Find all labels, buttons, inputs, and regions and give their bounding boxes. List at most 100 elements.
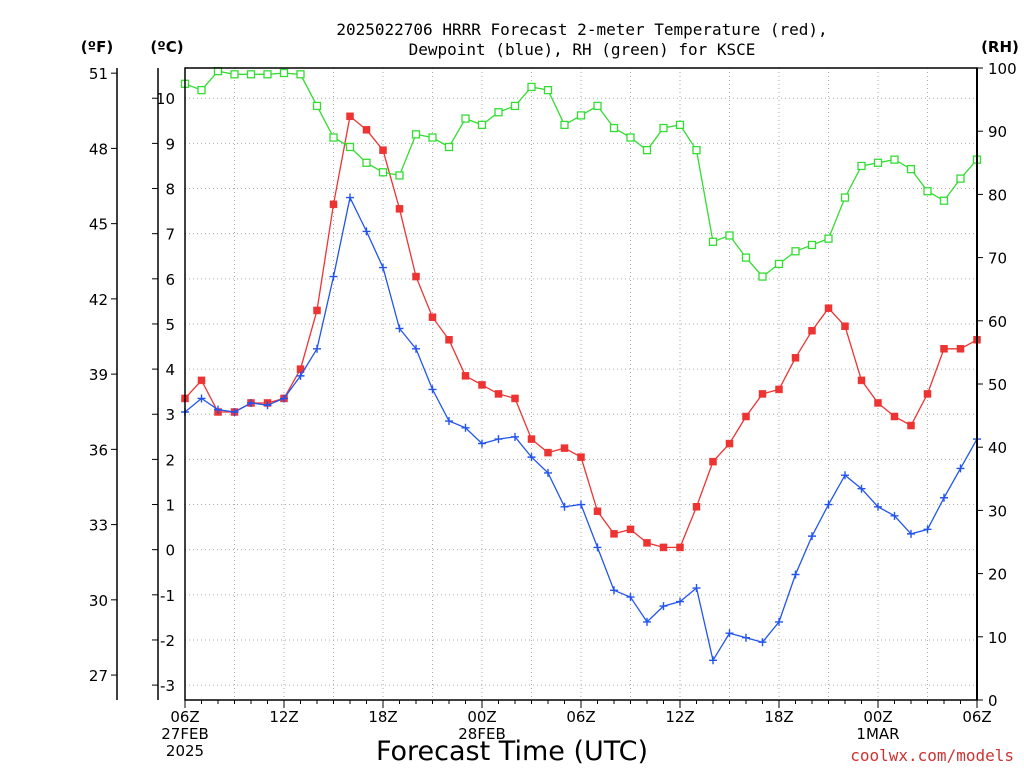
dewpoint-point — [692, 584, 701, 593]
celsius-tick-label: 1 — [165, 497, 175, 515]
dewpoint-point — [593, 543, 602, 552]
rh-tick-label: 40 — [988, 439, 1007, 457]
gridlines — [185, 68, 977, 700]
temperature-point — [758, 390, 767, 398]
rh-tick-label: 10 — [988, 629, 1007, 647]
dewpoint-point — [329, 272, 338, 281]
rh-point — [692, 146, 701, 155]
rh-point — [312, 101, 322, 111]
temperature-point — [643, 539, 651, 547]
temperature-point — [725, 439, 734, 448]
rh-point — [230, 70, 239, 79]
temperature-point — [577, 453, 585, 461]
dewpoint-point — [214, 405, 222, 414]
rh-point — [461, 114, 470, 123]
rh-point — [428, 133, 437, 142]
temperature-point — [940, 345, 948, 353]
temperature-point — [511, 394, 519, 403]
x-tick-label: 1MAR — [856, 725, 899, 743]
dewpoint-point — [659, 602, 668, 611]
temperature-point — [659, 543, 668, 552]
rh-tick-label: 30 — [988, 502, 1007, 520]
dewpoint-point — [230, 407, 239, 416]
x-tick-label: 18Z — [764, 708, 793, 726]
temperature-point — [676, 543, 684, 552]
temperature-point — [494, 390, 503, 398]
rh-point — [197, 85, 206, 95]
rh-point — [725, 231, 734, 240]
fahrenheit-tick-label: 42 — [89, 291, 108, 309]
dewpoint-point — [874, 502, 882, 511]
temperature-point — [346, 112, 354, 121]
rh-point — [807, 240, 817, 250]
rh-point — [296, 70, 305, 79]
dewpoint-point — [956, 464, 965, 473]
axis-labels: 273033363942454851-3-2-10123456789100102… — [89, 60, 1017, 760]
series-layer — [180, 67, 982, 665]
temperature-point — [478, 381, 486, 389]
chart-title-line2: Dewpoint (blue), RH (green) for KSCE — [409, 40, 756, 59]
temperature-point — [593, 507, 602, 516]
temperature-point — [412, 272, 420, 281]
rh-point — [494, 108, 503, 117]
fahrenheit-tick-label: 36 — [89, 441, 108, 459]
rh-point — [477, 120, 487, 130]
temperature-point — [857, 376, 866, 385]
dewpoint-point — [362, 227, 371, 236]
rh-point — [791, 247, 800, 256]
dewpoint-point — [923, 525, 932, 534]
x-tick-label: 12Z — [665, 708, 694, 726]
dewpoint-point — [428, 385, 437, 394]
dewpoint-point — [461, 423, 470, 432]
temperature-point — [956, 345, 965, 353]
rh-point — [824, 234, 833, 243]
dewpoint-point — [346, 193, 354, 202]
fahrenheit-tick-label: 48 — [89, 140, 108, 158]
celsius-tick-label: 3 — [165, 406, 175, 424]
dewpoint-point — [808, 532, 816, 541]
x-tick-label: 00Z — [467, 708, 496, 726]
rh-tick-label: 20 — [988, 566, 1007, 584]
dewpoint-point — [247, 398, 255, 407]
dewpoint-point — [857, 484, 866, 493]
dewpoint-point — [445, 417, 453, 426]
rh-point — [642, 146, 652, 155]
temperature-point — [626, 525, 635, 534]
rh-unit-label: (RH) — [981, 38, 1019, 56]
rh-tick-label: 0 — [988, 692, 998, 710]
temperature-point — [527, 435, 536, 443]
dewpoint-point — [775, 617, 783, 626]
x-tick-label: 2025 — [166, 742, 204, 760]
rh-point — [939, 196, 949, 205]
rh-point — [246, 70, 256, 79]
dewpoint-point — [758, 638, 767, 647]
rh-point — [560, 120, 569, 130]
dewpoint-point — [577, 500, 585, 509]
rh-point — [576, 111, 586, 120]
dewpoint-point — [907, 529, 915, 538]
x-tick-label: 28FEB — [458, 725, 505, 743]
dewpoint-point — [197, 394, 206, 403]
celsius-unit-label: (ºC) — [150, 38, 183, 56]
fahrenheit-tick-label: 27 — [89, 667, 108, 685]
temperature-point — [742, 412, 750, 421]
temperature-point — [841, 322, 849, 330]
dewpoint-point — [709, 656, 717, 665]
rh-point — [329, 133, 338, 142]
x-tick-label: 27FEB — [161, 725, 208, 743]
temperature-point — [395, 205, 404, 213]
dewpoint-point — [676, 597, 684, 606]
rh-point — [956, 174, 965, 183]
fahrenheit-unit-label: (ºF) — [81, 38, 113, 56]
rh-point — [890, 155, 899, 164]
dewpoint-point — [791, 570, 800, 579]
temperature-point — [197, 376, 206, 385]
temperature-point — [824, 304, 833, 312]
x-tick-label: 06Z — [170, 708, 199, 726]
fahrenheit-tick-label: 51 — [89, 65, 108, 83]
celsius-tick-label: -2 — [160, 632, 175, 650]
rh-tick-label: 70 — [988, 250, 1007, 268]
temperature-point — [445, 336, 453, 344]
rh-point — [279, 68, 289, 78]
dewpoint-point — [395, 324, 404, 333]
